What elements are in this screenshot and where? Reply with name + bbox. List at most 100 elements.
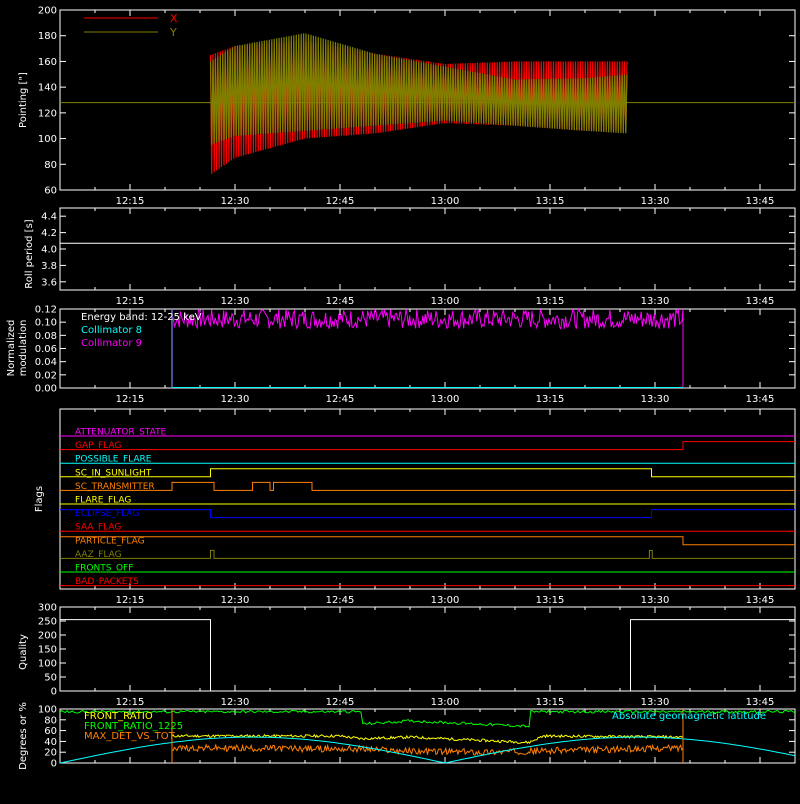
modulation-legend: Energy band: 12-25 keV Collimator 8 Coll… (81, 312, 202, 349)
panel-pointing: Pointing ["] 60 80 100 120 140 160 180 200 12:1… (18, 6, 796, 207)
y-tick-label: 0 (51, 759, 57, 770)
y-tick-label: 150 (38, 645, 57, 656)
panel-modulation: Normalized modulation 0.000.020.040.060.… (6, 305, 796, 405)
modulation-plot (171, 307, 684, 388)
y-tick-label: 0.10 (35, 318, 57, 329)
panel-modulation-ylabel-2: modulation (18, 320, 29, 377)
y-tick-label: 200 (38, 6, 57, 17)
flag-label-fronts-off: FRONTS_OFF (75, 564, 133, 574)
y-tick-label: 0.08 (35, 331, 57, 342)
y-tick-label: 4.2 (41, 228, 57, 239)
legend-y-label: Y (169, 26, 177, 39)
y-tick-label: 0.02 (35, 370, 57, 381)
y-tick-label: 160 (38, 57, 57, 68)
y-tick-label: 3.6 (41, 277, 57, 288)
y-tick-label: 300 (38, 603, 57, 614)
flag-line-sc-transmitter (60, 481, 795, 491)
collimator-9-line (171, 307, 684, 388)
pointing-yticks: 60 80 100 120 140 160 180 200 (38, 6, 795, 197)
x-tick-label: 13:30 (641, 296, 670, 307)
x-tick-label: 12:30 (221, 196, 250, 207)
x-tick-label: 12:45 (326, 595, 355, 606)
modulation-xticks: 12:15 12:30 12:45 13:00 13:15 13:30 13:45 (94, 309, 775, 405)
panel-roll: Roll period [s] 3.63.84.04.24.4 12:15 12:… (24, 207, 796, 307)
x-tick-label: 13:15 (536, 595, 565, 606)
x-tick-label: 13:30 (641, 196, 670, 207)
x-tick-label: 12:15 (116, 394, 145, 405)
legend-collimator-9: Collimator 9 (81, 338, 142, 349)
x-tick-label: 13:45 (746, 296, 775, 307)
flag-label-sc-transmitter: SC_TRANSMITTER (75, 482, 155, 492)
y-tick-label: 140 (38, 83, 57, 94)
quality-line (60, 619, 795, 692)
y-tick-label: 60 (44, 186, 57, 197)
quality-plot (60, 619, 795, 692)
x-tick-label: 13:30 (641, 394, 670, 405)
y-tick-label: 0.06 (35, 344, 57, 355)
x-tick-label: 13:15 (536, 697, 565, 708)
y-tick-label: 40 (44, 737, 57, 748)
quality-yticks: 0 50 100 150 200 250 300 (38, 603, 795, 698)
x-tick-label: 12:15 (116, 196, 145, 207)
x-tick-label: 13:00 (431, 394, 460, 405)
x-tick-label: 13:00 (431, 697, 460, 708)
flag-label-bad-packets: BAD_PACKETS (75, 577, 139, 587)
y-tick-label: 100 (38, 705, 57, 716)
flag-label-sc-in-sunlight: SC_IN_SUNLIGHT (75, 468, 152, 478)
panel-modulation-ylabel-1: Normalized (6, 320, 17, 377)
x-tick-label: 13:15 (536, 196, 565, 207)
modulation-yticks: 0.00 0.02 0.04 0.06 0.08 0.10 0.12 (35, 305, 795, 395)
y-tick-label: 0.12 (35, 305, 57, 316)
y-tick-label: 250 (38, 617, 57, 628)
flag-line-aaz-flag (60, 549, 795, 559)
roll-xticks: 12:15 12:30 12:45 13:00 13:15 13:30 13:45 (94, 208, 775, 307)
panel-degrees-ylabel: Degrees or % (18, 702, 29, 770)
panel-pointing-frame (59, 9, 796, 191)
y-tick-label: 20 (44, 748, 57, 759)
flag-label-eclipse-flag: ECLIPSE_FLAG (75, 509, 139, 519)
y-tick-label: 80 (44, 715, 57, 726)
x-tick-label: 13:45 (746, 697, 775, 708)
x-tick-label: 13:00 (431, 595, 460, 606)
y-tick-label: 60 (44, 726, 57, 737)
series-absolute-geomagnetic-latitude-line (59, 736, 796, 764)
energy-band-annotation: Energy band: 12-25 keV (81, 312, 202, 323)
x-tick-label: 12:45 (326, 296, 355, 307)
y-tick-label: 0.04 (35, 357, 57, 368)
panel-pointing-ylabel: Pointing ["] (18, 72, 29, 128)
flag-label-flare-flag: FLARE_FLAG (75, 496, 131, 506)
y-tick-label: 200 (38, 631, 57, 642)
flag-label-aaz-flag: AAZ_FLAG (75, 550, 122, 560)
x-tick-label: 12:15 (116, 595, 145, 606)
legend-x-label: X (170, 12, 178, 25)
series-front-ratio-line (171, 733, 684, 745)
y-tick-label: 80 (44, 160, 57, 171)
x-tick-label: 13:45 (746, 196, 775, 207)
x-tick-label: 12:30 (221, 394, 250, 405)
roll-yticks: 3.6 3.8 4.0 4.2 4.4 (41, 212, 795, 288)
flag-label-saa-flag: SAA_FLAG (75, 523, 121, 533)
y-tick-label: 180 (38, 31, 57, 42)
y-tick-label: 100 (38, 659, 57, 670)
flag-label-particle-flag: PARTICLE_FLAG (75, 536, 145, 546)
y-tick-label: 0 (51, 687, 57, 698)
x-tick-label: 13:15 (536, 296, 565, 307)
x-tick-label: 12:15 (116, 296, 145, 307)
legend-collimator-8: Collimator 8 (81, 325, 142, 336)
x-tick-label: 12:30 (221, 296, 250, 307)
flag-label-attenuator-state: ATTENUATOR_STATE (75, 428, 167, 438)
legend-front-ratio-1225: FRONT_RATIO_1225 (84, 721, 183, 732)
series-front-ratio-1225-line (59, 709, 796, 728)
y-tick-label: 3.8 (41, 261, 57, 272)
panel-degrees-frame (59, 708, 796, 764)
y-tick-label: 4.0 (41, 245, 57, 256)
y-tick-label: 0.00 (35, 384, 57, 395)
panel-flags-frame (59, 408, 796, 590)
flag-line-particle-flag (60, 536, 795, 546)
pointing-legend: X Y (84, 12, 178, 39)
x-tick-label: 13:45 (746, 595, 775, 606)
x-tick-label: 13:45 (746, 394, 775, 405)
